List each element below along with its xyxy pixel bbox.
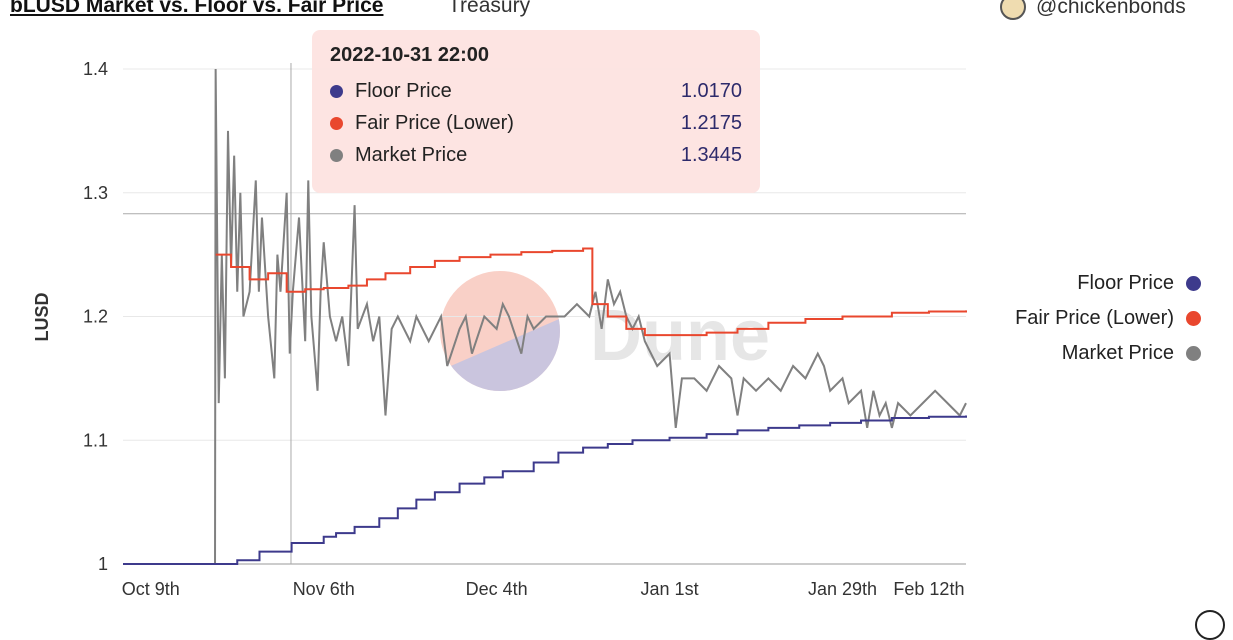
dune-watermark: Dune <box>440 271 770 391</box>
y-tick-label: 1.2 <box>83 307 108 327</box>
tooltip-label: Fair Price (Lower) <box>355 111 514 134</box>
tooltip-row-floor: Floor Price 1.0170 <box>330 75 742 107</box>
market-dot-icon <box>1186 346 1201 361</box>
tooltip-timestamp: 2022-10-31 22:00 <box>330 44 490 66</box>
y-tick-label: 1.1 <box>83 430 108 450</box>
tooltip-value: 1.3445 <box>680 143 742 166</box>
y-tick-label: 1.3 <box>83 183 108 203</box>
chart-subtitle: Treasury <box>448 0 531 17</box>
tooltip-value: 1.2175 <box>680 111 742 134</box>
y-tick-label: 1.4 <box>83 59 108 79</box>
series-line-fair-price-lower- <box>215 247 967 337</box>
floor-dot-icon <box>330 84 343 98</box>
tooltip: 2022-10-31 22:00 Floor Price 1.0170 Fair … <box>312 30 760 193</box>
author[interactable]: @chickenbonds <box>1000 0 1186 20</box>
series-line-floor-price <box>123 415 967 565</box>
x-tick-label: Jan 29th <box>808 579 877 599</box>
x-tick-label: Jan 1st <box>641 579 699 599</box>
tooltip-value: 1.0170 <box>680 79 742 102</box>
x-tick-label: Feb 12th <box>893 579 964 599</box>
y-axis-label: LUSD <box>32 293 52 342</box>
legend-item-market[interactable]: Market Price <box>1015 336 1201 371</box>
x-tick-label: Nov 6th <box>293 579 355 599</box>
legend-item-fair[interactable]: Fair Price (Lower) <box>1015 301 1201 336</box>
series-line-market-price <box>123 68 967 565</box>
tooltip-row-fair: Fair Price (Lower) 1.2175 <box>330 107 742 139</box>
tooltip-label: Market Price <box>355 143 468 166</box>
info-icon[interactable] <box>1195 610 1225 640</box>
tooltip-label: Floor Price <box>355 79 452 102</box>
legend: Floor Price Fair Price (Lower) Market Pr… <box>1015 266 1201 371</box>
legend-item-floor[interactable]: Floor Price <box>1015 266 1201 301</box>
floor-dot-icon <box>1186 276 1201 291</box>
y-tick-label: 1 <box>98 554 108 574</box>
author-name: @chickenbonds <box>1036 0 1186 18</box>
tooltip-row-market: Market Price 1.3445 <box>330 139 742 171</box>
fair-dot-icon <box>1186 311 1201 326</box>
x-tick-label: Oct 9th <box>122 579 180 599</box>
legend-label: Floor Price <box>1077 272 1174 294</box>
market-dot-icon <box>330 148 343 162</box>
fair-dot-icon <box>330 116 343 130</box>
avatar <box>1000 0 1026 20</box>
legend-label: Market Price <box>1061 342 1174 364</box>
x-tick-label: Dec 4th <box>466 579 528 599</box>
legend-label: Fair Price (Lower) <box>1015 307 1174 329</box>
chart-title[interactable]: bLUSD Market vs. Floor vs. Fair Price <box>10 0 384 17</box>
chart: Dune 1 1.1 1.2 1.3 1.4 Oct 9th Nov 6th Dec 4th J… <box>32 59 967 599</box>
